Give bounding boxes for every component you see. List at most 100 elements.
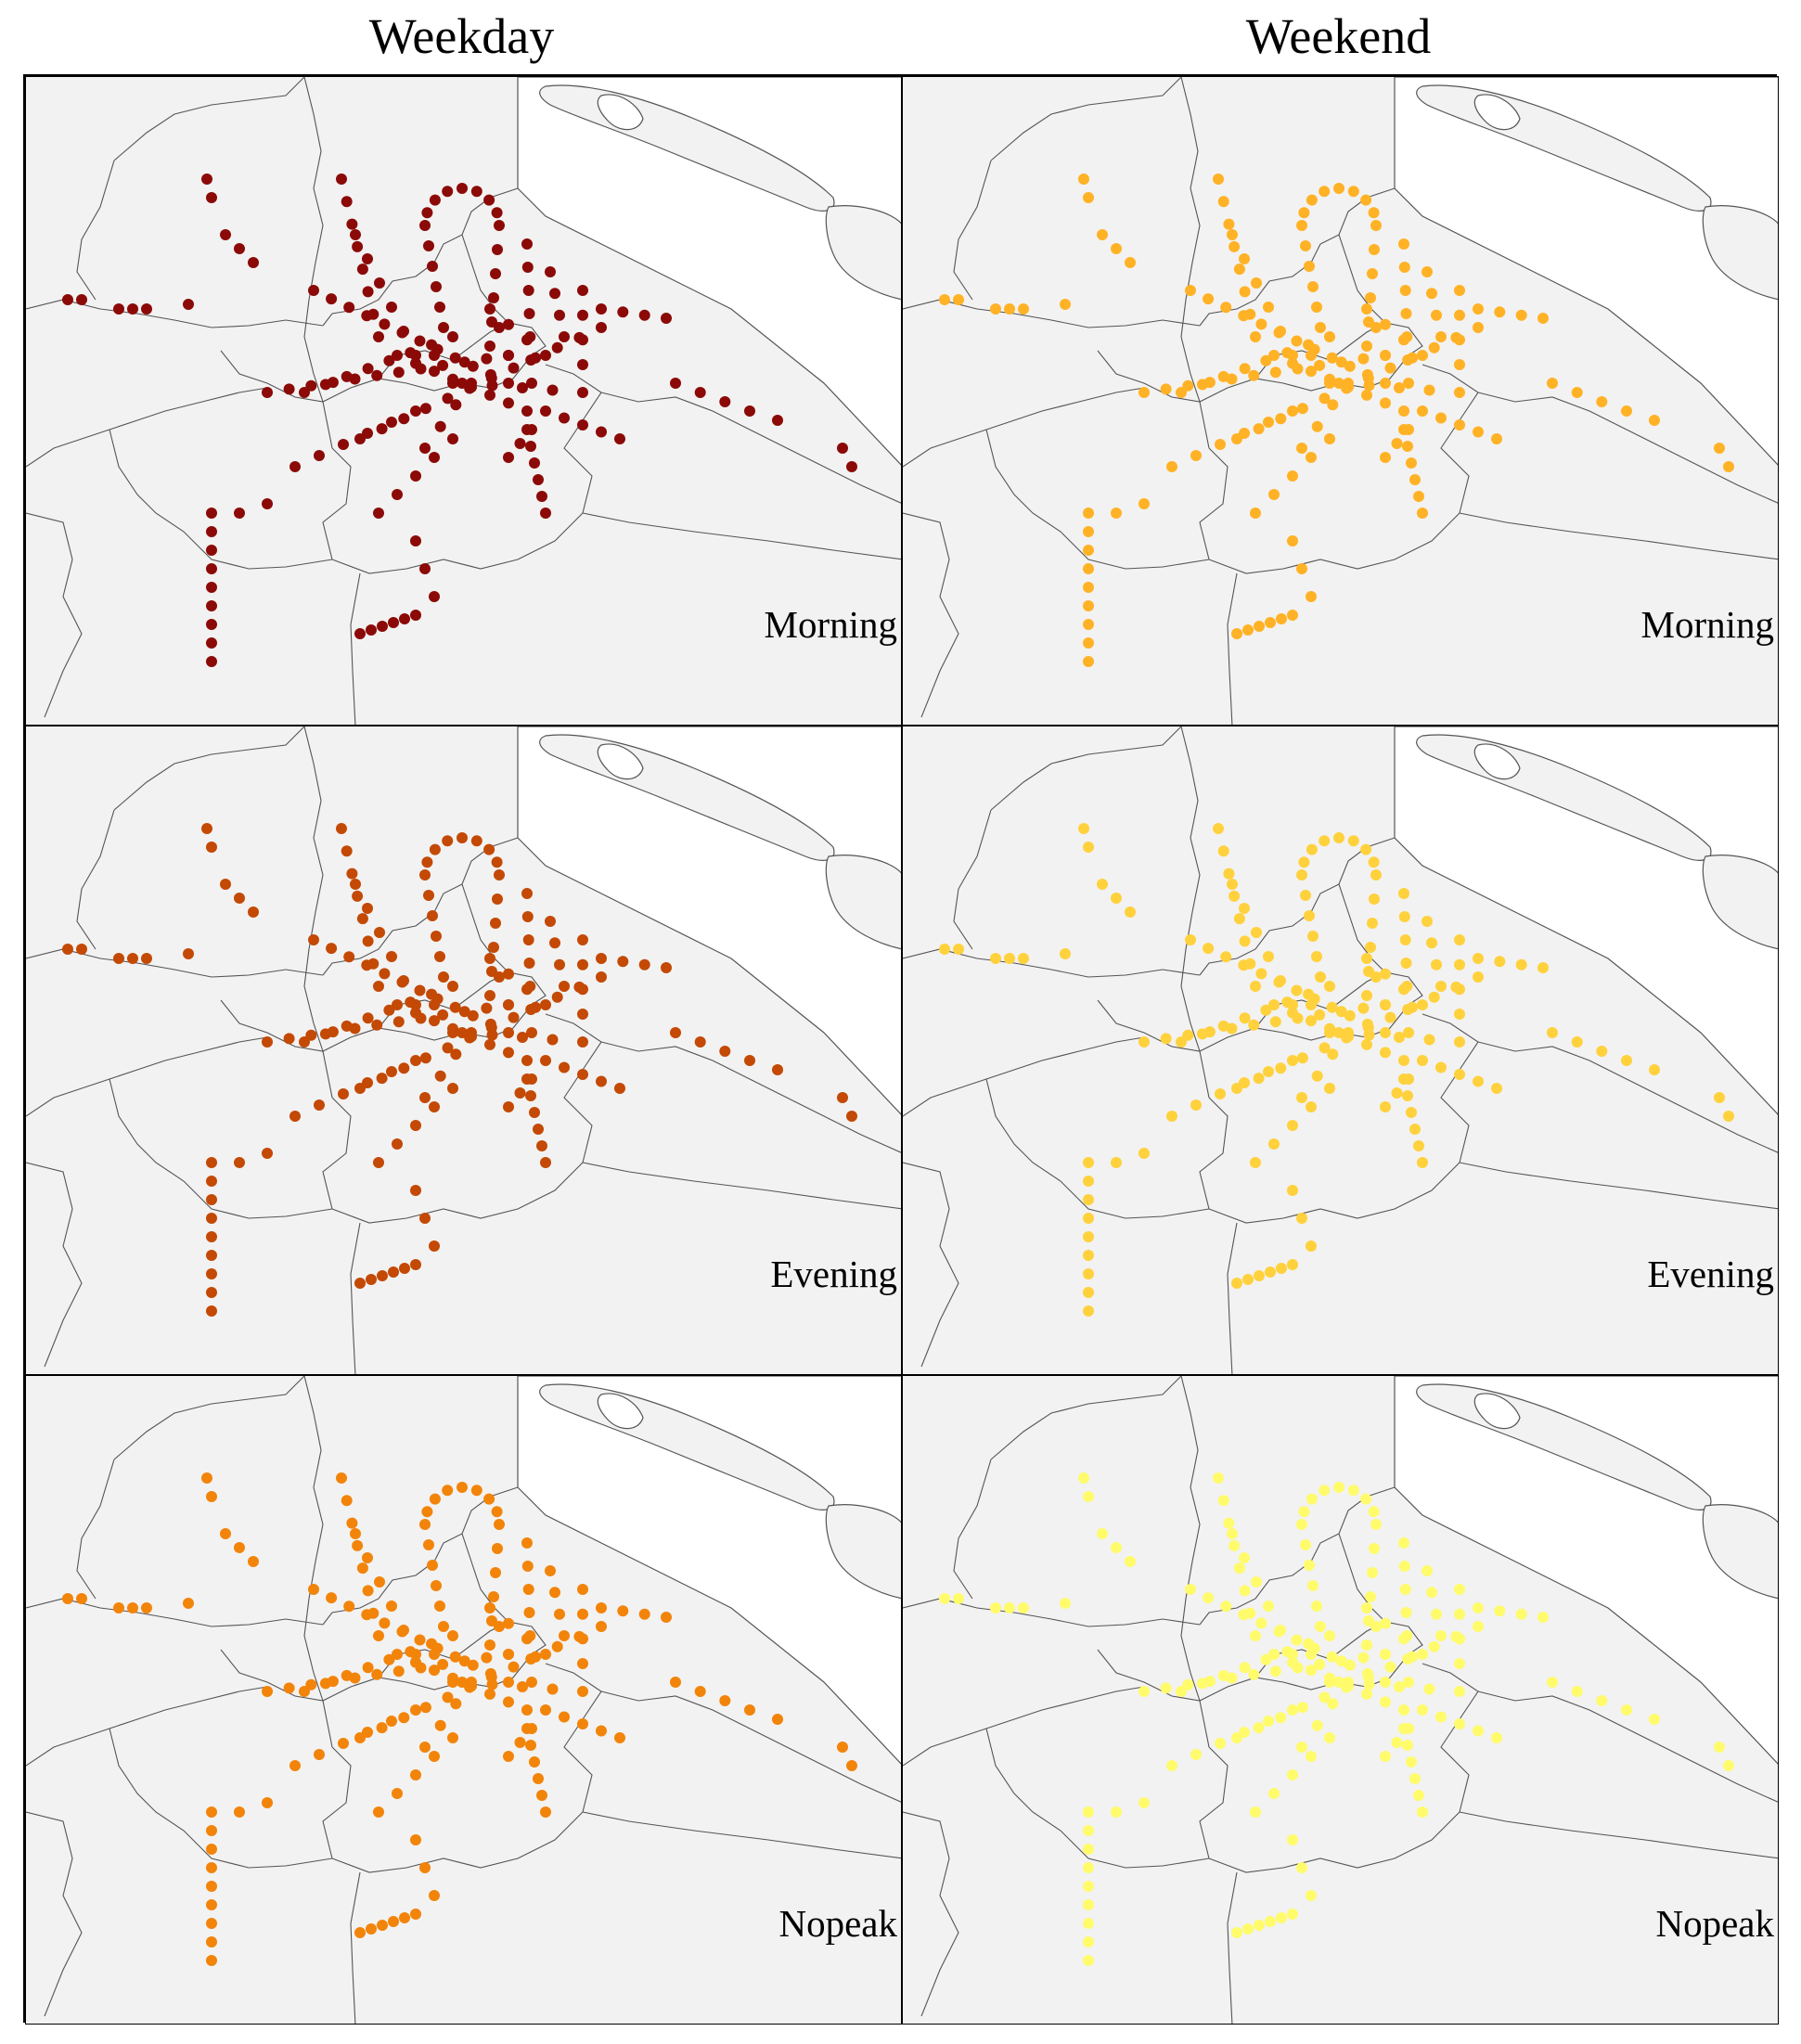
station-dot: [248, 257, 259, 268]
station-dot: [1276, 1912, 1287, 1923]
station-dot: [206, 1881, 217, 1892]
station-dot: [341, 1495, 353, 1507]
station-dot: [577, 1658, 588, 1669]
station-dot: [1190, 1749, 1202, 1760]
station-dot: [410, 1909, 421, 1920]
station-dot: [1097, 1528, 1108, 1539]
station-dot: [939, 944, 950, 955]
station-dot: [336, 174, 347, 185]
station-dot: [1473, 953, 1484, 964]
station-dot: [1253, 1073, 1265, 1085]
station-dot: [447, 1083, 458, 1094]
station-dot: [1450, 1630, 1462, 1642]
station-dot: [1083, 1491, 1094, 1502]
station-dot: [1435, 981, 1447, 992]
station-dot: [1368, 856, 1380, 868]
station-dot: [503, 350, 514, 361]
map-panel-weekday-evening: Evening: [25, 726, 902, 1375]
station-dot: [1160, 1033, 1172, 1045]
district-border: [350, 1871, 361, 2024]
district-border: [26, 387, 268, 468]
map-panel-weekend-evening: Evening: [902, 726, 1779, 1375]
station-dot: [356, 264, 368, 276]
station-dot: [521, 1537, 533, 1549]
station-dot: [308, 285, 319, 296]
station-dot: [1343, 1677, 1354, 1688]
station-dot: [1273, 1626, 1285, 1638]
station-dot: [419, 563, 431, 574]
station-dot: [373, 1157, 384, 1168]
station-dot: [540, 1055, 551, 1066]
station-dot: [262, 498, 273, 509]
station-dot: [1515, 958, 1527, 971]
station-dot: [1083, 1194, 1094, 1205]
station-dot: [289, 1760, 301, 1771]
station-dot: [392, 350, 403, 361]
station-dot: [559, 1061, 570, 1073]
station-dot: [396, 327, 408, 339]
station-dot: [533, 1124, 544, 1135]
station-dot: [1537, 962, 1549, 973]
station-dot: [371, 1668, 383, 1680]
station-dot: [1287, 1769, 1298, 1780]
station-dot: [1368, 207, 1380, 219]
station-dot: [457, 1027, 468, 1038]
district-border: [433, 837, 519, 913]
station-dot: [1380, 1027, 1391, 1038]
station-dot: [540, 350, 551, 361]
district-border: [113, 77, 305, 161]
station-dot: [1403, 1723, 1414, 1734]
station-dot: [289, 461, 301, 472]
station-dot: [361, 959, 373, 971]
station-dot: [1260, 354, 1272, 366]
station-dot: [447, 378, 458, 389]
station-dot: [1435, 1711, 1447, 1723]
station-dot: [262, 1148, 273, 1159]
district-border: [109, 429, 333, 570]
station-dot: [127, 303, 138, 315]
district-border: [26, 1811, 83, 2017]
station-dot: [990, 953, 1001, 964]
map-grid: Morning Morning Evening Evening Nopeak N…: [23, 74, 1779, 2025]
station-dot: [438, 1621, 449, 1632]
station-dot: [1185, 934, 1196, 945]
station-dot: [362, 1727, 373, 1738]
station-dot: [449, 352, 461, 364]
station-dot: [1361, 1602, 1372, 1613]
station-dot: [206, 563, 217, 574]
station-dot: [373, 981, 384, 992]
station-dot: [719, 1046, 731, 1057]
station-dot: [326, 293, 338, 305]
station-dot: [377, 621, 388, 632]
district-border: [1310, 1486, 1396, 1562]
station-dot: [1454, 1658, 1465, 1669]
station-dot: [1242, 1274, 1254, 1285]
station-dot: [1324, 981, 1335, 992]
station-dot: [356, 1562, 368, 1575]
station-dot: [549, 1587, 560, 1599]
station-dot: [458, 1006, 470, 1018]
district-border: [1227, 1871, 1238, 2024]
district-border: [1199, 262, 1312, 327]
station-dot: [503, 1649, 514, 1660]
station-dot: [1398, 405, 1409, 417]
station-dot: [1083, 1936, 1094, 1948]
station-dot: [517, 1681, 528, 1692]
station-dot: [410, 1834, 421, 1845]
station-dot: [1380, 999, 1391, 1010]
station-dot: [484, 1639, 495, 1651]
station-dot: [1649, 415, 1660, 426]
station-dot: [484, 1038, 495, 1050]
station-dot: [1223, 868, 1235, 880]
station-dot: [1300, 1539, 1311, 1550]
station-dot: [183, 948, 194, 959]
station-dot: [1398, 1055, 1409, 1066]
station-dot: [1078, 174, 1089, 185]
station-dot: [1335, 1655, 1347, 1667]
station-dot: [1281, 1646, 1293, 1658]
station-dot: [113, 303, 124, 315]
station-dot: [354, 1927, 366, 1938]
station-dot: [596, 1602, 607, 1613]
station-dot: [1394, 1681, 1405, 1692]
station-dot: [467, 360, 479, 372]
